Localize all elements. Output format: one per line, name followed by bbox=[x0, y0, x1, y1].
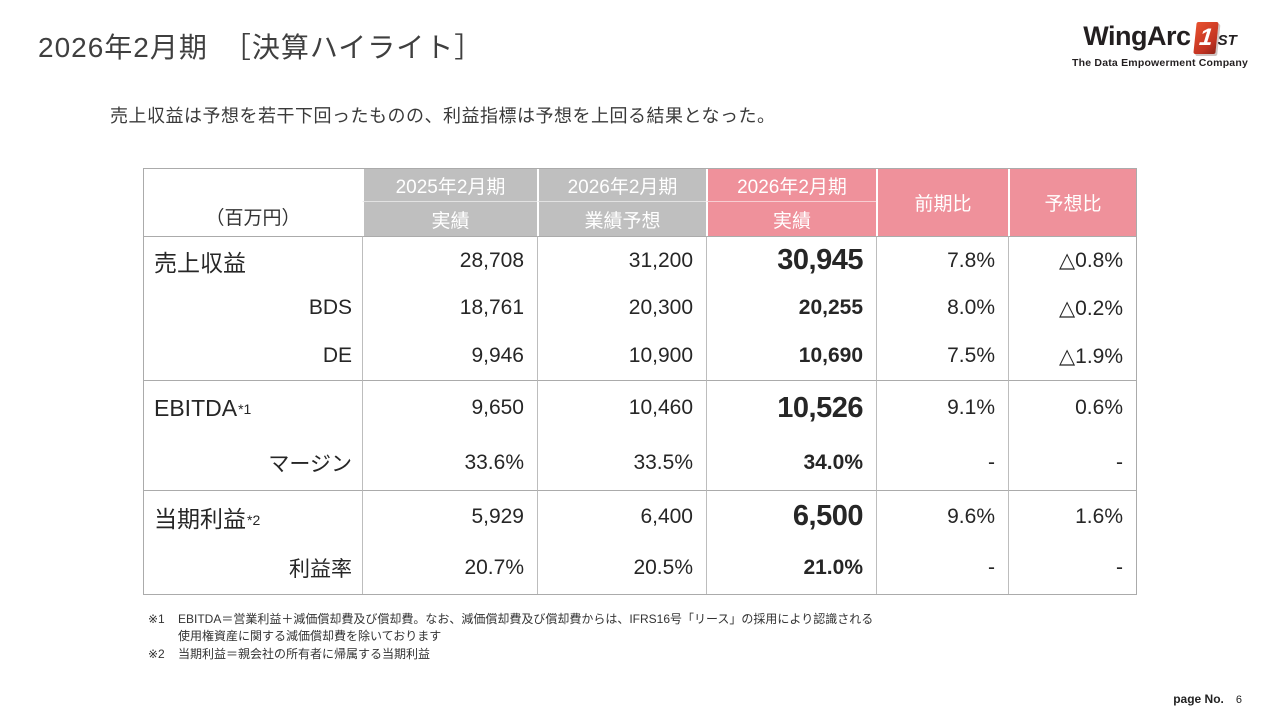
cell-value: △0.8% bbox=[1008, 236, 1136, 284]
cell-value: 7.8% bbox=[876, 236, 1008, 284]
page-title: 2026年2月期 ［決算ハイライト］ bbox=[38, 32, 484, 63]
cell-value: - bbox=[876, 542, 1008, 594]
column-header-fy2026-forecast-period: 2026年2月期 bbox=[537, 169, 706, 202]
row-label: 利益率 bbox=[144, 542, 362, 594]
cell-value: 1.6% bbox=[1008, 490, 1136, 542]
cell-value: △0.2% bbox=[1008, 284, 1136, 332]
footnote-line: EBITDA＝営業利益＋減価償却費及び償却費。なお、減価償却費及び償却費からは、… bbox=[178, 612, 874, 626]
table-row: 売上収益 28,708 31,200 30,945 7.8% △0.8% bbox=[144, 236, 1136, 284]
column-subheader-fy2025-actual: 実績 bbox=[362, 202, 537, 236]
cell-value: 5,929 bbox=[362, 490, 537, 542]
footnote-reference: *2 bbox=[247, 511, 261, 528]
footnote-marker: ※2 bbox=[148, 647, 165, 661]
cell-value: 20.5% bbox=[537, 542, 706, 594]
table-row: BDS 18,761 20,300 20,255 8.0% △0.2% bbox=[144, 284, 1136, 332]
cell-value: 31,200 bbox=[537, 236, 706, 284]
cell-value: 0.6% bbox=[1008, 380, 1136, 435]
cell-value: 6,400 bbox=[537, 490, 706, 542]
cell-value: 20.7% bbox=[362, 542, 537, 594]
logo-wordmark: WingArc 1 ST bbox=[1072, 20, 1248, 54]
column-header-vs-forecast: 予想比 bbox=[1008, 169, 1136, 236]
logo-brand-text: WingArc bbox=[1083, 21, 1191, 51]
footnote-line: 当期利益＝親会社の所有者に帰属する当期利益 bbox=[178, 647, 431, 661]
row-label: 売上収益 bbox=[144, 236, 362, 284]
row-label: 当期利益*2 bbox=[144, 490, 362, 542]
page-number-label: page No. bbox=[1173, 692, 1224, 706]
cell-value: 30,945 bbox=[706, 236, 876, 284]
table-row: マージン 33.6% 33.5% 34.0% - - bbox=[144, 435, 1136, 490]
cell-value: 9.6% bbox=[876, 490, 1008, 542]
cell-value: 9,946 bbox=[362, 332, 537, 380]
footnote-text: 当期利益＝親会社の所有者に帰属する当期利益 bbox=[178, 646, 430, 663]
logo-one-digit: 1 bbox=[1197, 24, 1214, 51]
page-number-value: 6 bbox=[1235, 694, 1242, 706]
cell-value: 10,900 bbox=[537, 332, 706, 380]
column-subheader-fy2026-actual: 実績 bbox=[706, 202, 876, 236]
logo-tagline: The Data Empowerment Company bbox=[1072, 57, 1248, 69]
table-row: DE 9,946 10,900 10,690 7.5% △1.9% bbox=[144, 332, 1136, 380]
column-header-fy2026-actual-period: 2026年2月期 bbox=[706, 169, 876, 202]
results-table-body: 売上収益 28,708 31,200 30,945 7.8% △0.8% BDS 18,761… bbox=[144, 236, 1136, 594]
column-subheader-fy2026-forecast: 業績予想 bbox=[537, 202, 706, 236]
row-label: EBITDA*1 bbox=[144, 380, 362, 435]
cell-value: 6,500 bbox=[706, 490, 876, 542]
cell-value: 10,526 bbox=[706, 380, 876, 435]
cell-value: - bbox=[876, 435, 1008, 490]
table-row: EBITDA*1 9,650 10,460 10,526 9.1% 0.6% bbox=[144, 380, 1136, 435]
footnotes: ※1 EBITDA＝営業利益＋減価償却費及び償却費。なお、減価償却費及び償却費から… bbox=[148, 611, 873, 664]
slide-summary-text: 売上収益は予想を若干下回ったものの、利益指標は予想を上回る結果となった。 bbox=[110, 106, 776, 126]
cell-value: 21.0% bbox=[706, 542, 876, 594]
cell-value: 10,460 bbox=[537, 380, 706, 435]
cell-value: 28,708 bbox=[362, 236, 537, 284]
cell-value: 8.0% bbox=[876, 284, 1008, 332]
table-row: 当期利益*2 5,929 6,400 6,500 9.6% 1.6% bbox=[144, 490, 1136, 542]
cell-value: △1.9% bbox=[1008, 332, 1136, 380]
footnote-reference: *1 bbox=[238, 400, 252, 417]
cell-value: 18,761 bbox=[362, 284, 537, 332]
cell-value: 34.0% bbox=[706, 435, 876, 490]
table-header: （百万円） 2025年2月期 2026年2月期 2026年2月期 前期比 予想比… bbox=[144, 169, 1136, 236]
footnote-item: ※2 当期利益＝親会社の所有者に帰属する当期利益 bbox=[148, 646, 873, 663]
row-label: マージン bbox=[144, 435, 362, 490]
cell-value: 20,300 bbox=[537, 284, 706, 332]
logo-one-badge-icon: 1 bbox=[1192, 22, 1219, 54]
footnote-item: ※1 EBITDA＝営業利益＋減価償却費及び償却費。なお、減価償却費及び償却費から… bbox=[148, 611, 873, 645]
cell-value: - bbox=[1008, 435, 1136, 490]
cell-value: 7.5% bbox=[876, 332, 1008, 380]
footnote-text: EBITDA＝営業利益＋減価償却費及び償却費。なお、減価償却費及び償却費からは、… bbox=[178, 611, 873, 645]
column-header-fy2025-period: 2025年2月期 bbox=[362, 169, 537, 202]
row-label: DE bbox=[144, 332, 362, 380]
cell-value: 20,255 bbox=[706, 284, 876, 332]
row-label: BDS bbox=[144, 284, 362, 332]
column-header-yoy: 前期比 bbox=[876, 169, 1008, 236]
table-row: 利益率 20.7% 20.5% 21.0% - - bbox=[144, 542, 1136, 594]
financial-highlights-table: （百万円） 2025年2月期 2026年2月期 2026年2月期 前期比 予想比… bbox=[143, 168, 1137, 595]
footnote-line: 使用権資産に関する減価償却費を除いております bbox=[178, 629, 442, 643]
cell-value: 33.6% bbox=[362, 435, 537, 490]
logo-suffix-text: ST bbox=[1217, 32, 1237, 49]
cell-value: 9.1% bbox=[876, 380, 1008, 435]
footnote-marker: ※1 bbox=[148, 612, 165, 626]
unit-label-cell: （百万円） bbox=[144, 169, 362, 236]
cell-value: 10,690 bbox=[706, 332, 876, 380]
cell-value: 33.5% bbox=[537, 435, 706, 490]
wingarc1st-logo: WingArc 1 ST The Data Empowerment Compan… bbox=[1072, 20, 1248, 69]
cell-value: 9,650 bbox=[362, 380, 537, 435]
page-number: page No. 6 bbox=[1173, 692, 1242, 706]
cell-value: - bbox=[1008, 542, 1136, 594]
